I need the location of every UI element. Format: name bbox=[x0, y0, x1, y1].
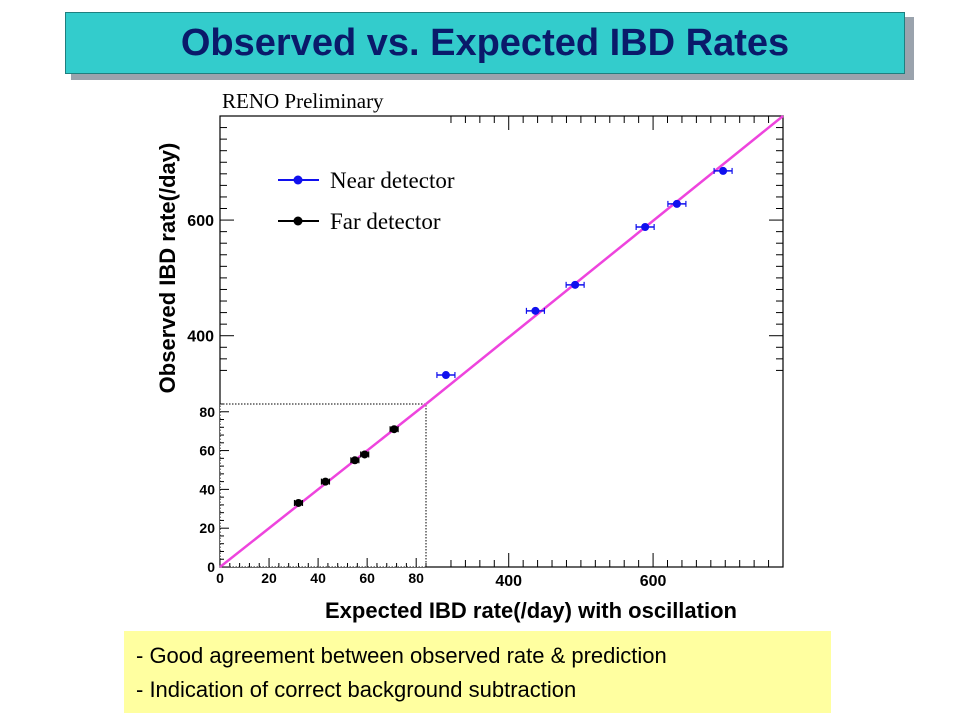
data-point bbox=[672, 199, 681, 208]
x-tick-label: 400 bbox=[495, 573, 522, 590]
inset-x-tick-label: 60 bbox=[359, 570, 375, 586]
data-point bbox=[390, 425, 399, 434]
data-point bbox=[350, 456, 359, 465]
legend-label: Far detector bbox=[330, 209, 441, 234]
x-tick-label: 600 bbox=[640, 573, 667, 590]
inset-y-tick-label: 80 bbox=[199, 404, 215, 420]
chart-annotation: RENO Preliminary bbox=[222, 89, 384, 113]
data-point bbox=[531, 306, 540, 315]
y-tick-label: 600 bbox=[187, 213, 214, 230]
inset-y-tick-label: 40 bbox=[199, 481, 215, 497]
data-point bbox=[571, 280, 580, 289]
page-title: Observed vs. Expected IBD Rates bbox=[180, 21, 790, 64]
title-banner: Observed vs. Expected IBD Rates bbox=[65, 12, 905, 74]
main-plot-frame bbox=[219, 115, 784, 568]
data-point bbox=[441, 371, 450, 380]
data-point bbox=[719, 166, 728, 175]
y-tick-label: 400 bbox=[187, 329, 214, 346]
inset-x-tick-label: 40 bbox=[310, 570, 326, 586]
data-point bbox=[321, 477, 330, 486]
inset-y-tick-label: 20 bbox=[199, 520, 215, 536]
inset-x-tick-label: 0 bbox=[216, 570, 224, 586]
inset-x-tick-label: 20 bbox=[261, 570, 277, 586]
main-reference-line bbox=[425, 115, 784, 405]
data-point bbox=[294, 498, 303, 507]
note-line-1: - Good agreement between observed rate &… bbox=[136, 643, 667, 668]
inset-x-tick-label: 80 bbox=[408, 570, 424, 586]
notes-box: - Good agreement between observed rate &… bbox=[124, 631, 831, 713]
data-point bbox=[360, 450, 369, 459]
inset-y-tick-label: 0 bbox=[207, 559, 215, 575]
legend-label: Near detector bbox=[330, 168, 455, 193]
y-axis-label: Observed IBD rate(/day) bbox=[155, 143, 180, 394]
data-point bbox=[641, 223, 650, 232]
x-axis-label: Expected IBD rate(/day) with oscillation bbox=[325, 598, 737, 623]
legend-marker bbox=[293, 175, 303, 185]
inset-y-tick-label: 60 bbox=[199, 443, 215, 459]
legend-marker bbox=[293, 216, 303, 226]
note-line-2: - Indication of correct background subtr… bbox=[136, 677, 577, 702]
